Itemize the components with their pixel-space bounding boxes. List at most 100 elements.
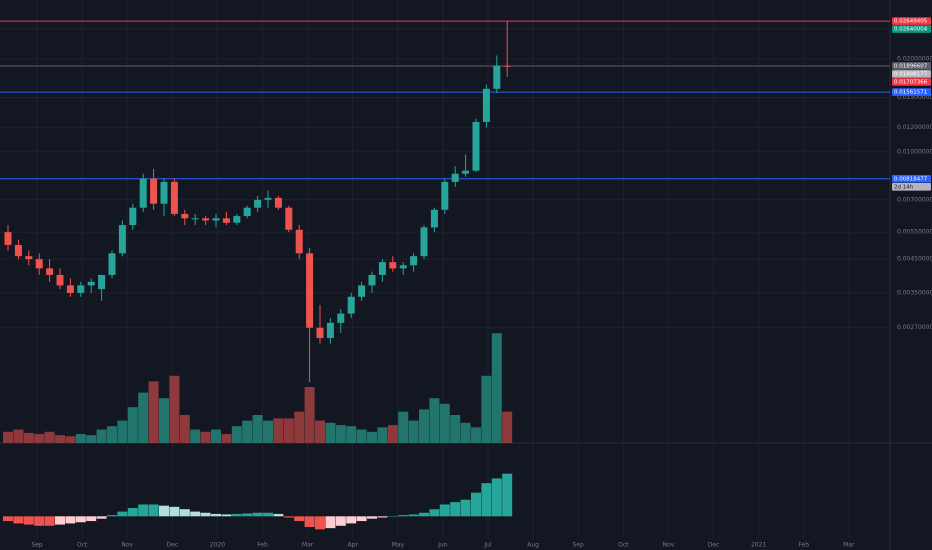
x-tick-label: Oct: [77, 542, 88, 549]
macd-bar: [221, 514, 232, 517]
volume-bar: [408, 420, 419, 443]
macd-bar: [169, 506, 180, 517]
macd-bar: [460, 499, 471, 517]
macd-bar: [429, 509, 440, 517]
volume-bar: [96, 429, 107, 443]
volume-bar: [211, 429, 221, 443]
y-tick-label: 0.00700000: [897, 196, 932, 203]
macd-bar: [117, 511, 128, 517]
volume-bar: [398, 411, 409, 443]
macd-bar: [127, 508, 138, 517]
price-tag: 0.02649405: [894, 19, 928, 25]
candle-body: [493, 65, 501, 89]
x-tick-label: May: [392, 542, 405, 549]
macd-bar: [34, 516, 45, 526]
volume-bar: [200, 431, 211, 443]
volume-bar: [117, 420, 128, 443]
price-tag-bg: [892, 78, 931, 86]
volume-bar: [356, 429, 367, 443]
candle-body: [358, 285, 366, 297]
candle-body: [441, 181, 449, 210]
volume-bar: [481, 375, 492, 443]
candle-body: [462, 170, 470, 174]
volume-bar: [450, 415, 461, 443]
macd-bar: [439, 504, 450, 517]
volume-bar: [242, 420, 253, 443]
volume-bar: [34, 434, 45, 443]
volume-bar: [138, 392, 149, 443]
macd-bar: [491, 478, 502, 517]
macd-bar: [231, 513, 242, 517]
volume-bar: [190, 429, 201, 443]
x-tick-label: Feb: [798, 542, 809, 549]
price-tag-bg: [892, 25, 931, 33]
candle-body: [35, 259, 43, 269]
macd-bar: [3, 516, 13, 522]
x-tick-label: Dec: [166, 542, 178, 549]
macd-bar: [179, 509, 190, 517]
volume-bar: [471, 427, 481, 443]
candle-body: [264, 197, 272, 200]
x-tick-label: 2020: [210, 542, 225, 549]
macd-bar: [86, 516, 97, 522]
candle-body: [410, 256, 418, 266]
macd-bar: [304, 516, 315, 527]
volume-bar: [325, 422, 336, 443]
grid: [0, 0, 890, 538]
macd-bar: [107, 515, 117, 517]
volume-bar: [315, 420, 325, 443]
volume-bar: [75, 434, 86, 443]
volume-bar: [55, 435, 65, 443]
macd-bar: [325, 516, 336, 529]
price-tag-bg: [892, 17, 931, 25]
macd-bar: [408, 514, 419, 517]
candle-body: [337, 313, 345, 323]
candle-body: [420, 227, 428, 257]
y-tick-label: 0.01000000: [897, 148, 932, 155]
x-tick-label: Dec: [708, 542, 720, 549]
macd-bar: [263, 512, 273, 517]
countdown-bg: [892, 183, 931, 191]
volume-bar: [252, 415, 263, 443]
candle-body: [472, 121, 480, 171]
price-tag: 0.01707366: [894, 79, 928, 85]
price-tag-bg: [892, 175, 931, 183]
volume-bar: [65, 436, 76, 443]
plot: [0, 20, 890, 530]
candle-body: [108, 253, 116, 275]
x-tick-label: Mar: [302, 542, 314, 549]
candle-body: [316, 327, 324, 339]
macd-bar: [283, 516, 294, 518]
price-tag: 0.01888177: [894, 71, 928, 77]
candle-body: [503, 65, 511, 67]
candle-body: [347, 296, 355, 314]
macd-bar: [200, 512, 211, 517]
volume-bar: [273, 418, 284, 443]
x-tick-label: Mar: [843, 542, 855, 549]
candle-body: [46, 268, 54, 275]
x-tick-label: Nov: [121, 542, 133, 549]
candle-body: [378, 262, 386, 275]
volume-bar: [159, 398, 169, 443]
volume-bar: [460, 422, 471, 443]
macd-bar: [398, 515, 409, 517]
candle-body: [139, 178, 147, 208]
axis: Sep Oct Nov Dec 2020 Feb Mar Apr May Jun Jul Aug Sep…: [31, 17, 932, 549]
macd-bar: [159, 505, 169, 517]
x-tick-label: Oct: [618, 542, 629, 549]
macd-bar: [481, 483, 492, 517]
countdown: 2d 14h: [894, 184, 914, 190]
macd-bar: [23, 516, 34, 525]
volume-bar: [429, 398, 440, 443]
macd-bar: [252, 512, 263, 517]
candle-body: [399, 265, 407, 269]
macd-bar: [13, 516, 24, 524]
candle-body: [98, 274, 106, 290]
candle-body: [368, 274, 376, 286]
candle-body: [285, 207, 293, 230]
candle-body: [233, 216, 241, 223]
candle-body: [430, 209, 438, 228]
volume-bar: [169, 375, 180, 443]
